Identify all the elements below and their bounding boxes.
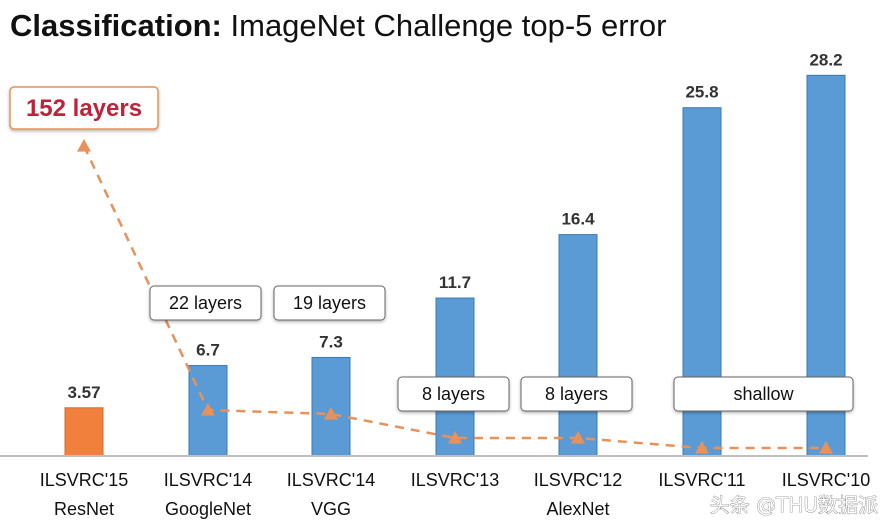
value-label-0: 3.57 [67, 383, 100, 402]
annotation-text-5: shallow [733, 384, 794, 404]
layers-marker-1 [201, 403, 215, 416]
value-labels-layer: 3.57 6.7 7.3 11.7 16.4 25.8 28.2 [67, 50, 842, 402]
chart-title-bold: Classification: [10, 8, 222, 43]
chart-title-rest: ImageNet Challenge top-5 error [221, 8, 667, 43]
layers-marker-3 [448, 431, 462, 444]
tick-label-4-line1: ILSVRC'12 [534, 470, 622, 490]
annotation-text-4: 8 layers [545, 384, 608, 404]
annotation-3: 8 layers [397, 376, 510, 412]
value-label-6: 28.2 [809, 50, 842, 69]
annotation-text-1: 22 layers [169, 293, 242, 313]
annotation-text-3: 8 layers [422, 384, 485, 404]
tick-label-6-line1: ILSVRC'10 [782, 470, 870, 490]
watermark: 头条 @THU数据派 [710, 493, 878, 517]
value-label-5: 25.8 [685, 83, 718, 102]
annotation-box-2 [273, 285, 386, 321]
annotations-layer: 152 layers 22 layers 19 layers 8 layers 8 la… [9, 86, 854, 412]
tick-label-5-line1: ILSVRC'11 [658, 470, 745, 490]
tick-label-1-line2: GoogleNet [165, 499, 251, 519]
annotation-text-0: 152 layers [26, 95, 142, 122]
annotation-box-4 [520, 376, 633, 412]
annotation-0: 152 layers [9, 86, 159, 130]
tick-label-0-line1: ILSVRC'15 [40, 470, 128, 490]
value-label-4: 16.4 [561, 210, 595, 229]
chart-title: Classification: ImageNet Challenge top-5… [10, 10, 666, 41]
tick-label-2-line2: VGG [311, 499, 351, 519]
bar-2 [311, 356, 351, 457]
annotation-5: shallow [673, 376, 854, 412]
annotation-box-3 [397, 376, 510, 412]
annotation-2: 19 layers [273, 285, 386, 321]
layers-marker-4 [571, 431, 585, 444]
tick-label-1-line1: ILSVRC'14 [164, 470, 252, 490]
annotation-box-5 [673, 376, 854, 412]
tick-label-0-line2: ResNet [54, 499, 114, 519]
layers-trend-line [77, 139, 833, 454]
annotation-4: 8 layers [520, 376, 633, 412]
tick-label-3-line1: ILSVRC'13 [411, 470, 499, 490]
value-label-1: 6.7 [196, 341, 220, 360]
annotation-box-0 [9, 86, 159, 130]
tick-label-4-line2: AlexNet [546, 499, 609, 519]
layers-marker-5 [695, 441, 709, 454]
value-label-2: 7.3 [319, 332, 343, 351]
tick-labels-layer: ILSVRC'15 ResNet ILSVRC'14 GoogleNet ILSVRC'… [40, 470, 870, 519]
layers-marker-0 [77, 139, 91, 152]
annotation-1: 22 layers [149, 285, 262, 321]
value-label-3: 11.7 [439, 273, 471, 292]
bar-0 [64, 407, 104, 457]
layers-marker-6 [819, 441, 833, 454]
bar-4 [558, 234, 598, 457]
annotation-text-2: 19 layers [293, 293, 366, 313]
annotation-box-1 [149, 285, 262, 321]
layers-marker-2 [324, 407, 338, 420]
tick-label-2-line1: ILSVRC'14 [287, 470, 375, 490]
